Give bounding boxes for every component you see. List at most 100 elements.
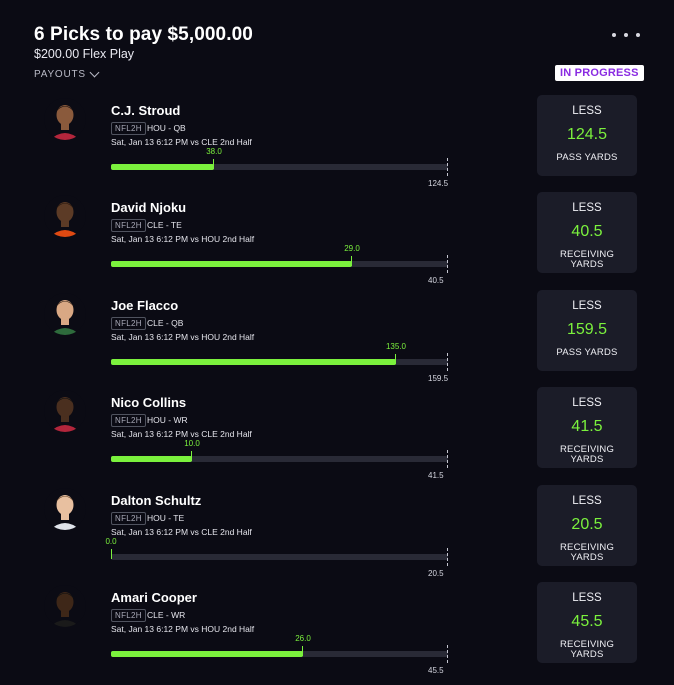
game-info: Sat, Jan 13 6:12 PM vs CLE 2nd Half <box>111 527 252 537</box>
direction-label: LESS <box>572 202 602 214</box>
projection-card[interactable]: LESS 124.5 PASS YARDS <box>537 95 637 176</box>
projection-value: 159.5 <box>566 321 608 338</box>
progress-bar: 0.0 <box>105 537 448 566</box>
progress-bar: 26.0 <box>111 634 448 663</box>
more-dot-icon <box>624 33 628 37</box>
line-value-label: 124.5 <box>428 179 449 188</box>
player-avatar <box>44 585 86 627</box>
team-position: CLE - TE <box>147 220 182 230</box>
player-avatar <box>44 195 86 237</box>
current-value: 29.0 <box>344 244 360 253</box>
progress-fill <box>111 261 352 267</box>
stat-type: RECEIVING YARDS <box>559 444 615 465</box>
player-avatar <box>44 98 86 140</box>
line-value-label: 20.5 <box>428 569 444 578</box>
direction-label: LESS <box>572 495 602 507</box>
team-position: CLE - QB <box>147 318 184 328</box>
stat-type: RECEIVING YARDS <box>559 249 615 270</box>
projection-card[interactable]: LESS 20.5 RECEIVING YARDS <box>537 485 637 566</box>
projection-card[interactable]: LESS 40.5 RECEIVING YARDS <box>537 192 637 273</box>
progress-fill <box>111 164 214 170</box>
payouts-label: PAYOUTS <box>34 69 86 80</box>
line-value-label: 159.5 <box>428 374 449 383</box>
progress-fill <box>111 456 192 462</box>
player-name[interactable]: Dalton Schultz <box>111 493 202 508</box>
progress-marker <box>395 354 396 364</box>
status-badge: IN PROGRESS <box>555 65 644 81</box>
projection-value: 45.5 <box>571 613 603 630</box>
player-name[interactable]: Amari Cooper <box>111 590 197 605</box>
progress-fill <box>111 359 396 365</box>
more-dot-icon <box>636 33 640 37</box>
progress-bar: 135.0 <box>111 342 448 371</box>
game-info: Sat, Jan 13 6:12 PM vs HOU 2nd Half <box>111 624 255 634</box>
team-position: CLE - WR <box>147 610 186 620</box>
team-position: HOU - QB <box>147 123 186 133</box>
progress-marker <box>213 159 214 169</box>
current-value: 26.0 <box>295 634 311 643</box>
player-avatar <box>44 488 86 530</box>
game-info: Sat, Jan 13 6:12 PM vs CLE 2nd Half <box>111 429 252 439</box>
league-tag: NFL2H <box>111 122 146 135</box>
current-value: 135.0 <box>385 342 407 351</box>
progress-marker <box>191 451 192 461</box>
pick-row[interactable]: Nico Collins NFL2H HOU - WR Sat, Jan 13 … <box>0 387 674 490</box>
progress-marker <box>351 256 352 266</box>
pick-row[interactable]: Joe Flacco NFL2H CLE - QB Sat, Jan 13 6:… <box>0 290 674 393</box>
current-value: 38.0 <box>206 147 222 156</box>
league-tag: NFL2H <box>111 414 146 427</box>
game-info: Sat, Jan 13 6:12 PM vs HOU 2nd Half <box>111 332 255 342</box>
player-name[interactable]: Joe Flacco <box>111 298 179 313</box>
pick-row[interactable]: Dalton Schultz NFL2H HOU - TE Sat, Jan 1… <box>0 485 674 588</box>
league-tag: NFL2H <box>111 219 146 232</box>
progress-marker <box>302 646 303 656</box>
game-info: Sat, Jan 13 6:12 PM vs CLE 2nd Half <box>111 137 252 147</box>
line-tick <box>447 548 448 566</box>
line-tick <box>447 255 448 273</box>
payouts-toggle[interactable]: PAYOUTS <box>34 67 100 80</box>
player-avatar <box>44 293 86 335</box>
projection-value: 40.5 <box>571 223 603 240</box>
projection-card[interactable]: LESS 159.5 PASS YARDS <box>537 290 637 371</box>
direction-label: LESS <box>572 105 602 117</box>
pick-row[interactable]: C.J. Stroud NFL2H HOU - QB Sat, Jan 13 6… <box>0 95 674 198</box>
projection-card[interactable]: LESS 41.5 RECEIVING YARDS <box>537 387 637 468</box>
player-name[interactable]: C.J. Stroud <box>111 103 181 118</box>
more-options-button[interactable] <box>612 30 640 40</box>
line-tick <box>447 353 448 371</box>
projection-card[interactable]: LESS 45.5 RECEIVING YARDS <box>537 582 637 663</box>
progress-bar: 38.0 <box>111 147 448 176</box>
line-value-label: 40.5 <box>428 276 444 285</box>
line-value-label: 45.5 <box>428 666 444 675</box>
stat-type: PASS YARDS <box>556 152 618 163</box>
pick-row[interactable]: Amari Cooper NFL2H CLE - WR Sat, Jan 13 … <box>0 582 674 685</box>
chevron-down-icon <box>89 67 100 78</box>
direction-label: LESS <box>572 592 602 604</box>
line-value-label: 41.5 <box>428 471 444 480</box>
progress-fill <box>111 651 303 657</box>
team-position: HOU - TE <box>147 513 185 523</box>
current-value: 10.0 <box>184 439 200 448</box>
more-dot-icon <box>612 33 616 37</box>
line-tick <box>447 450 448 468</box>
stat-type: RECEIVING YARDS <box>559 639 615 660</box>
current-value: 0.0 <box>105 537 117 546</box>
projection-value: 20.5 <box>571 516 603 533</box>
direction-label: LESS <box>572 300 602 312</box>
team-position: HOU - WR <box>147 415 188 425</box>
league-tag: NFL2H <box>111 512 146 525</box>
player-name[interactable]: David Njoku <box>111 200 187 215</box>
stat-type: RECEIVING YARDS <box>559 542 615 563</box>
league-tag: NFL2H <box>111 317 146 330</box>
player-name[interactable]: Nico Collins <box>111 395 187 410</box>
pick-row[interactable]: David Njoku NFL2H CLE - TE Sat, Jan 13 6… <box>0 192 674 295</box>
game-info: Sat, Jan 13 6:12 PM vs HOU 2nd Half <box>111 234 255 244</box>
line-tick <box>447 158 448 176</box>
player-avatar <box>44 390 86 432</box>
stat-type: PASS YARDS <box>556 347 618 358</box>
header-subtitle: $200.00 Flex Play <box>34 47 135 61</box>
projection-value: 124.5 <box>566 126 608 143</box>
progress-bar: 10.0 <box>111 439 448 468</box>
direction-label: LESS <box>572 397 602 409</box>
progress-marker <box>111 549 112 559</box>
